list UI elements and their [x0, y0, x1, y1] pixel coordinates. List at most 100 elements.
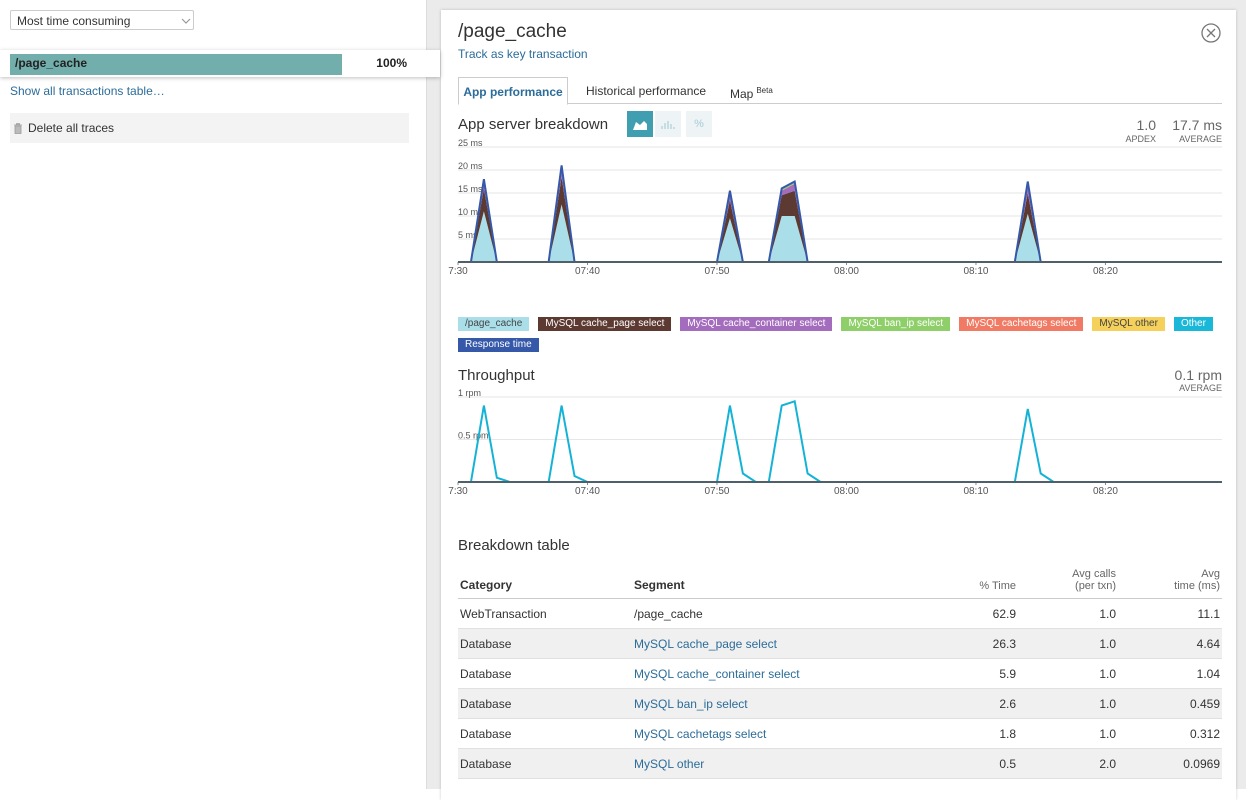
x-tick-label: 7:30	[448, 486, 468, 497]
column-header: Avg time (ms)	[1118, 556, 1222, 599]
show-all-link[interactable]: Show all transactions table…	[10, 84, 165, 98]
tab-underline	[458, 103, 1222, 104]
x-tick-label: 7:30	[448, 266, 468, 277]
table-cell: Database	[458, 688, 632, 719]
table-title: Breakdown table	[458, 537, 570, 554]
y-tick-label: 10 ms	[458, 207, 483, 217]
transaction-bar	[10, 54, 342, 75]
average-label: AVERAGE	[1179, 383, 1222, 393]
throughput-line	[458, 399, 1222, 483]
table-row: Database MySQL cache_page select 26.3 1.0 4.…	[458, 628, 1222, 659]
table-cell: Database	[458, 748, 632, 779]
table-row: WebTransaction/page_cache 62.9 1.0 11.1	[458, 598, 1222, 629]
y-tick-label: 1 rpm	[458, 388, 481, 398]
header-row: Category Segment% Time Avg calls (per txn) A…	[458, 556, 1222, 599]
response-time-line	[458, 165, 1222, 263]
apdex-value: 1.0	[1136, 117, 1156, 133]
column-header-text: Avg calls	[1072, 568, 1116, 580]
table-cell: 0.5	[966, 748, 1018, 779]
table-cell: 1.0	[1018, 628, 1118, 659]
legend-entry[interactable]: MySQL cache_container select	[680, 317, 833, 331]
table-cell: WebTransaction	[458, 598, 632, 629]
table-row: Database MySQL cache_container select 5.9 1…	[458, 658, 1222, 689]
legend-entry[interactable]: Other	[1173, 317, 1213, 331]
table-cell[interactable]: MySQL cachetags select	[632, 718, 966, 749]
delete-traces-button[interactable]: Delete all traces	[10, 113, 409, 143]
x-tick-label: 08:20	[1093, 486, 1118, 497]
percent-view-button[interactable]: %	[686, 111, 712, 137]
table-row: Database MySQL other 0.5 2.0 0.0969	[458, 748, 1222, 779]
chart-title: App server breakdown	[458, 116, 609, 133]
tab[interactable]: Map Beta	[730, 77, 773, 103]
table-cell: 0.312	[1118, 718, 1222, 749]
y-tick-label: 0.5 rpm	[458, 431, 489, 441]
table-cell[interactable]: MySQL other	[632, 748, 966, 779]
panel-title: /page_cache	[458, 21, 567, 42]
tab-badge: Beta	[756, 86, 773, 95]
tab-text: Map	[730, 87, 754, 101]
average-value: 0.1 rpm	[1174, 367, 1222, 383]
table-cell: 1.04	[1118, 658, 1222, 689]
table-cell[interactable]: MySQL ban_ip select	[632, 688, 966, 719]
table-cell: 11.1	[1118, 598, 1222, 629]
table-cell: 2.6	[966, 688, 1018, 719]
apdex-label: APDEX	[1125, 134, 1156, 144]
average-label: AVERAGE	[1179, 134, 1222, 144]
y-tick-label: 15 ms	[458, 184, 483, 194]
x-tick-label: 08:10	[963, 266, 988, 277]
table-cell[interactable]: MySQL cache_container select	[632, 658, 966, 689]
transaction-name: /page_cache	[15, 56, 88, 70]
table-row: Database MySQL cachetags select 1.8 1.0 0.31…	[458, 718, 1222, 749]
column-header-text: (per txn)	[1075, 580, 1116, 592]
table-cell: 1.8	[966, 718, 1018, 749]
area-icon	[633, 121, 647, 130]
column-header: Category	[458, 556, 632, 599]
chevron-icon	[181, 18, 191, 24]
chart-title: Throughput	[458, 367, 535, 384]
table-cell: 1.0	[1018, 598, 1118, 629]
table-cell: 0.459	[1118, 688, 1222, 719]
x-tick-label: 07:50	[704, 486, 729, 497]
table-cell: 5.9	[966, 658, 1018, 689]
tab-active[interactable]: App performance	[458, 77, 568, 105]
stacked-area	[458, 204, 1222, 262]
table-cell: 0.0969	[1118, 748, 1222, 779]
legend: /page_cache MySQL cache_page select MySQL …	[458, 317, 1228, 352]
trash-icon	[14, 123, 22, 134]
table-cell: /page_cache	[632, 598, 966, 629]
transaction-percent: 100%	[376, 56, 407, 70]
x-tick-label: 07:40	[575, 486, 600, 497]
transaction-row[interactable]: /page_cache 100%	[0, 50, 440, 77]
legend-entry[interactable]: Response time	[458, 338, 539, 352]
column-header: Segment	[632, 556, 966, 599]
legend-entry[interactable]: MySQL other	[1092, 317, 1165, 331]
histogram-icon	[661, 121, 675, 129]
table-cell: 62.9	[966, 598, 1018, 629]
table-cell: Database	[458, 658, 632, 689]
legend-entry[interactable]: /page_cache	[458, 317, 530, 331]
tab[interactable]: Historical performance	[586, 84, 707, 98]
column-header-text: Category	[460, 578, 513, 592]
sort-select[interactable]: Most time consuming	[10, 10, 194, 30]
table-cell: 4.64	[1118, 628, 1222, 659]
area-view-button[interactable]	[627, 111, 653, 137]
table-body: WebTransaction/page_cache 62.9 1.0 11.1 Data…	[458, 598, 1222, 779]
legend-entry[interactable]: MySQL cachetags select	[959, 317, 1084, 331]
track-link[interactable]: Track as key transaction	[458, 47, 588, 61]
x-tick-label: 08:10	[963, 486, 988, 497]
table-row: Database MySQL ban_ip select 2.6 1.0 0.459	[458, 688, 1222, 719]
histogram-view-button[interactable]	[655, 111, 681, 137]
column-header: Avg calls (per txn)	[1018, 556, 1118, 599]
x-tick-label: 07:40	[575, 266, 600, 277]
table-cell: 2.0	[1018, 748, 1118, 779]
legend-entry[interactable]: MySQL ban_ip select	[841, 317, 951, 331]
table-cell: 1.0	[1018, 658, 1118, 689]
legend-entry[interactable]: MySQL cache_page select	[538, 317, 672, 331]
table-cell[interactable]: MySQL cache_page select	[632, 628, 966, 659]
x-tick-label: 08:00	[834, 486, 859, 497]
column-header-text: Avg	[1201, 568, 1220, 580]
column-header: % Time	[966, 556, 1018, 599]
close-button[interactable]	[1200, 22, 1222, 44]
